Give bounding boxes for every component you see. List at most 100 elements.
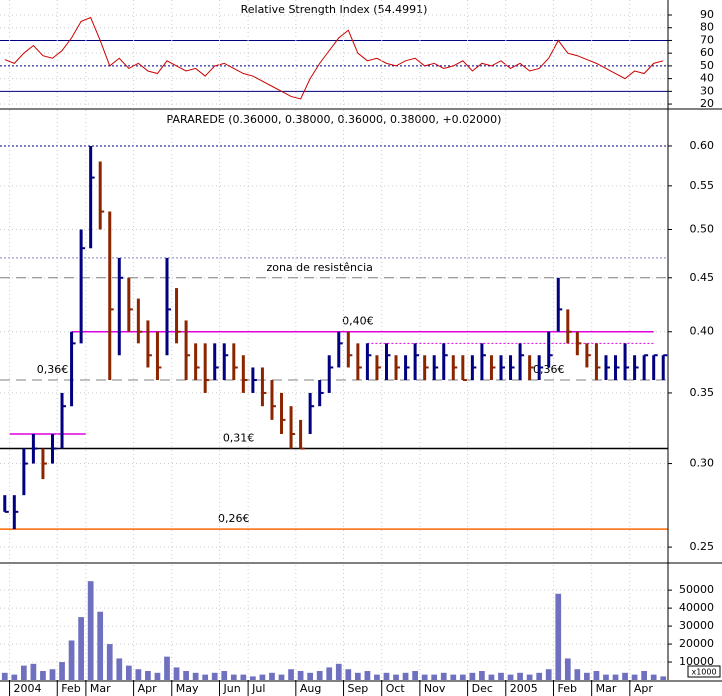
unit-box [687, 665, 721, 678]
rsi-line [4, 16, 664, 100]
volume-bar [192, 672, 199, 680]
y-tick-label: 0.40 [690, 325, 715, 338]
volume-bar [297, 671, 304, 680]
x-tick-label: Mar [596, 682, 617, 695]
y-tick-label: 0.55 [690, 179, 715, 192]
volume-bar [316, 671, 323, 680]
volume-bar [259, 674, 266, 680]
rsi-title: Relative Strength Index (54.4991) [241, 3, 428, 16]
volume-bar [278, 674, 285, 680]
x-tick-label: Nov [424, 682, 446, 695]
volume-bar [498, 672, 504, 680]
volume-bar [402, 672, 409, 680]
level-label: 0,36€ [533, 363, 565, 376]
volume-bar [173, 667, 180, 680]
level-label: 0,26€ [218, 512, 250, 525]
level-label: zona de resistência [266, 261, 372, 274]
volume-bar [612, 674, 619, 680]
level-label: 0,36€ [37, 363, 69, 376]
volume-bar [125, 665, 132, 680]
volume-bar [354, 672, 361, 680]
volume-bar [603, 674, 609, 680]
volume-bar [593, 671, 600, 680]
volume-bar [564, 658, 571, 680]
volume-bar [574, 669, 581, 680]
volume-bar [631, 674, 638, 680]
x-tick-label: Apr [138, 682, 158, 695]
volume-bar [135, 669, 142, 680]
y-tick-label: 20 [700, 97, 714, 110]
volume-bar [459, 674, 466, 680]
volume-bar [40, 671, 46, 680]
volume-bar [584, 672, 590, 680]
volume-bar [374, 674, 380, 680]
volume-bar [288, 669, 294, 680]
volume-bar [536, 672, 543, 680]
volume-bar [450, 674, 457, 680]
volume-bar [345, 669, 352, 680]
y-tick-label: 40 [700, 72, 714, 85]
y-tick-label: 10000 [679, 655, 714, 668]
volume-bar [469, 672, 476, 680]
volume-bar [1, 672, 8, 680]
volume-bar [20, 665, 27, 680]
volume-bar [87, 581, 94, 680]
y-tick-label: 0.45 [690, 271, 715, 284]
volume-bar [240, 674, 247, 680]
volume-bar [154, 672, 161, 680]
level-label: 0,40€ [342, 315, 374, 328]
volume-bar [145, 671, 151, 680]
y-tick-label: 50000 [679, 583, 714, 596]
volume-bar [393, 674, 399, 680]
volume-bar [116, 658, 123, 680]
volume-bar [59, 662, 65, 680]
y-tick-label: 0.35 [690, 386, 715, 399]
x-tick-label: Mar [90, 682, 111, 695]
volume-bar [364, 671, 371, 680]
volume-bar [660, 676, 667, 680]
volume-bar [78, 617, 84, 680]
volume-bar [335, 663, 342, 680]
volume-bar [11, 674, 18, 680]
x-tick-label: Feb [557, 682, 576, 695]
y-tick-label: 80 [700, 21, 714, 34]
volume-bar [269, 672, 275, 680]
volume-bar [421, 674, 428, 680]
x-tick-label: Aug [300, 682, 321, 695]
volume-bar [641, 671, 648, 680]
volume-bar [164, 656, 170, 680]
x-tick-label: May [176, 682, 199, 695]
volume-bar [488, 674, 495, 680]
x-tick-label: Apr [634, 682, 654, 695]
x-tick-label: Jul [251, 682, 265, 695]
y-tick-label: 0.50 [690, 223, 715, 236]
volume-bar [526, 674, 533, 680]
volume-bar [440, 672, 447, 680]
x-tick-label: 2005 [510, 682, 538, 695]
volume-bar [49, 669, 56, 680]
volume-unit: x1000 [691, 668, 716, 677]
y-tick-label: 30000 [679, 619, 714, 632]
x-tick-label: Oct [386, 682, 406, 695]
volume-bar [202, 674, 209, 680]
volume-bar [68, 640, 75, 680]
volume-bar [517, 672, 523, 680]
volume-bar [221, 671, 228, 680]
y-tick-label: 20000 [679, 637, 714, 650]
y-tick-label: 30 [700, 84, 714, 97]
y-tick-label: 60 [700, 46, 714, 59]
volume-bar [97, 611, 104, 680]
volume-bar [307, 672, 314, 680]
volume-bar [30, 663, 37, 680]
volume-bar [545, 669, 552, 680]
x-tick-label: Sep [348, 682, 369, 695]
volume-bar [230, 674, 237, 680]
price-title: PARAREDE (0.36000, 0.38000, 0.36000, 0.3… [167, 113, 502, 126]
x-tick-label: Dec [472, 682, 493, 695]
volume-bar [250, 676, 256, 680]
y-tick-label: 90 [700, 8, 714, 21]
y-tick-label: 70 [700, 33, 714, 46]
x-tick-label: 2004 [14, 682, 42, 695]
volume-bar [326, 667, 333, 680]
